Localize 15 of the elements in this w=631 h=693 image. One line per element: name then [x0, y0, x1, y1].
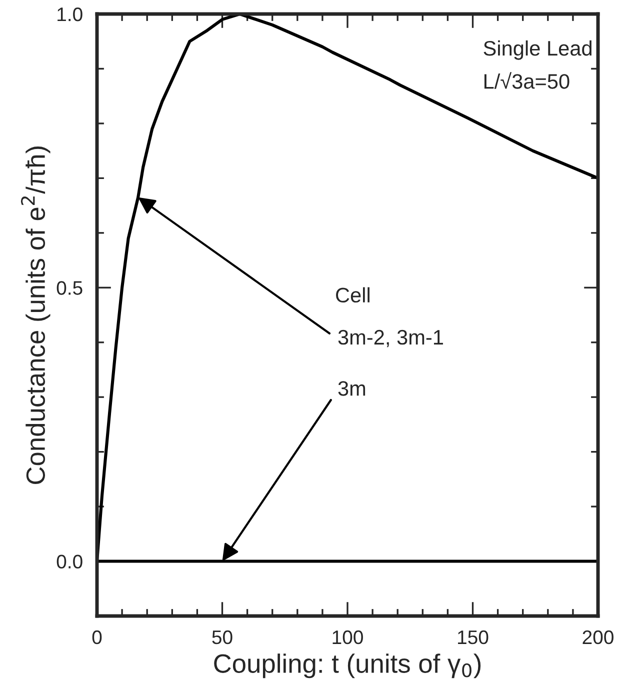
- y-axis-title: Conductance (units of e$^{2}$/πħ): [20, 146, 50, 484]
- x-tick-label: 0: [92, 630, 102, 644]
- y-tick-label: 1.0: [58, 7, 82, 22]
- x-tick-label: 100: [332, 630, 363, 644]
- annotation: L/√3a=50: [484, 72, 570, 89]
- y-tick-label: 0.5: [56, 281, 82, 295]
- x-axis-title: Coupling: t (units of γ$_{0}$): [214, 654, 481, 678]
- annotation: Single Lead: [484, 40, 592, 60]
- annotation: Cell: [336, 287, 370, 303]
- annotation: 3m: [338, 381, 366, 396]
- x-tick-label: 50: [212, 630, 232, 644]
- x-tick-label: 200: [582, 630, 614, 644]
- x-tick-label: 150: [458, 630, 488, 644]
- y-tick-label: 0.0: [56, 554, 82, 569]
- annotation: 3m-2, 3m-1: [338, 330, 443, 348]
